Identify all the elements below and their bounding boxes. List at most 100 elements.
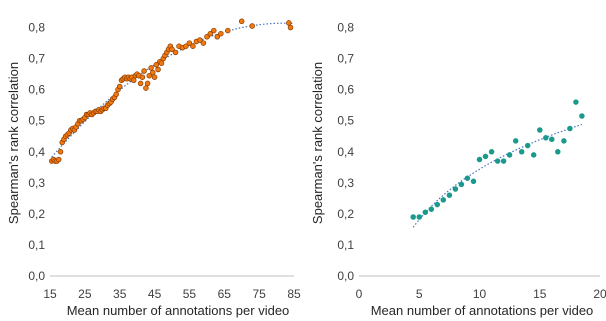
x-tick-label: 20 [593, 287, 606, 301]
data-point [146, 72, 153, 79]
y-tick-label: 0,7 [337, 52, 354, 66]
y-tick-label: 0,0 [337, 269, 354, 283]
data-point [416, 214, 423, 220]
y-axis-title: Spearman's rank correlation [310, 62, 325, 224]
data-point [200, 40, 207, 46]
data-point [410, 214, 416, 220]
data-point [434, 201, 441, 208]
data-point [137, 80, 144, 87]
x-axis-label: Mean number of annotations per video [371, 303, 594, 318]
data-point [287, 24, 294, 31]
y-tick-label: 0,4 [337, 145, 354, 159]
y-tick-label: 0,3 [28, 176, 45, 190]
y-tick-label: 0,2 [337, 207, 354, 221]
data-point [579, 113, 585, 119]
chart-left: Spearman's rank correlation 0,0 0,1 0,2 0,3… [6, 18, 301, 318]
data-point [549, 136, 555, 143]
data-point [567, 125, 573, 132]
y-tick-label: 0,1 [337, 238, 354, 252]
data-point [518, 149, 525, 155]
y-ticks: 0,0 0,1 0,2 0,3 0,4 0,5 0,6 0,7 0,8 [337, 21, 354, 283]
x-tick-label: 15 [43, 287, 57, 301]
data-point [555, 149, 561, 155]
data-point [225, 27, 231, 34]
data-point [113, 91, 119, 98]
x-axis-label: Mean number of annotations per video [67, 303, 290, 318]
data-point [155, 66, 161, 73]
data-point [482, 153, 489, 160]
x-tick-label: 75 [252, 287, 266, 301]
trendline [412, 123, 583, 228]
chart-right: Spearman's rank correlation 0,0 0,1 0,2 0,3… [310, 21, 606, 318]
x-tick-label: 15 [533, 287, 547, 301]
data-point [218, 30, 224, 37]
y-tick-label: 0,0 [28, 269, 45, 283]
data-point [144, 80, 151, 87]
data-point [543, 135, 549, 141]
data-point [506, 152, 513, 158]
data-point [537, 127, 543, 133]
data-points [48, 18, 294, 164]
x-ticks: 0 5 10 15 20 [356, 287, 606, 301]
data-point [476, 156, 483, 163]
data-point [440, 197, 447, 203]
data-point [116, 83, 123, 90]
data-point [524, 142, 531, 149]
y-tick-label: 0,7 [28, 52, 45, 66]
data-point [573, 99, 579, 105]
data-point [151, 74, 158, 80]
x-tick-label: 10 [473, 287, 487, 301]
data-point [530, 152, 537, 158]
x-tick-label: 35 [113, 287, 127, 301]
data-point [452, 186, 459, 192]
data-point [488, 149, 495, 155]
data-point [207, 30, 214, 37]
data-point [148, 65, 154, 71]
x-tick-label: 65 [218, 287, 232, 301]
data-point [190, 43, 196, 49]
data-point [214, 34, 221, 40]
data-point [512, 138, 519, 144]
data-point [204, 34, 210, 40]
data-point [141, 68, 147, 74]
data-point [249, 23, 255, 29]
y-tick-label: 0,1 [28, 238, 45, 252]
data-point [139, 74, 146, 80]
y-axis-label: Spearman's rank correlation [310, 62, 325, 224]
data-point [172, 49, 179, 56]
data-point [286, 20, 292, 26]
data-point [428, 206, 435, 212]
x-ticks: 15 25 35 45 55 65 75 85 [43, 287, 301, 301]
x-tick-label: 55 [183, 287, 197, 301]
x-tick-label: 45 [148, 287, 162, 301]
data-points [410, 99, 585, 220]
data-point [458, 181, 465, 188]
data-point [57, 149, 64, 155]
data-point [422, 209, 429, 216]
y-tick-label: 0,6 [337, 83, 354, 97]
data-point [464, 175, 471, 181]
data-point [153, 62, 160, 68]
data-point [561, 138, 567, 144]
y-axis-label: Spearman's rank correlation [6, 62, 21, 224]
data-point [143, 85, 149, 91]
x-tick-label: 85 [287, 287, 301, 301]
y-ticks: 0,0 0,1 0,2 0,3 0,4 0,5 0,6 0,7 0,8 [28, 21, 45, 283]
x-tick-label: 25 [78, 287, 92, 301]
data-point [183, 43, 189, 49]
y-tick-label: 0,3 [337, 176, 354, 190]
data-point [130, 77, 137, 84]
y-tick-label: 0,4 [28, 145, 45, 159]
y-axis-title: Spearman's rank correlation [6, 62, 21, 224]
y-tick-label: 0,5 [337, 114, 354, 128]
y-tick-label: 0,6 [28, 83, 45, 97]
y-tick-label: 0,5 [28, 114, 45, 128]
data-point [169, 46, 175, 53]
y-tick-label: 0,8 [28, 21, 45, 35]
data-point [211, 27, 217, 34]
data-point [500, 158, 507, 164]
data-point [446, 192, 453, 198]
data-point [470, 178, 477, 185]
data-point [55, 156, 62, 163]
data-point [238, 18, 245, 25]
